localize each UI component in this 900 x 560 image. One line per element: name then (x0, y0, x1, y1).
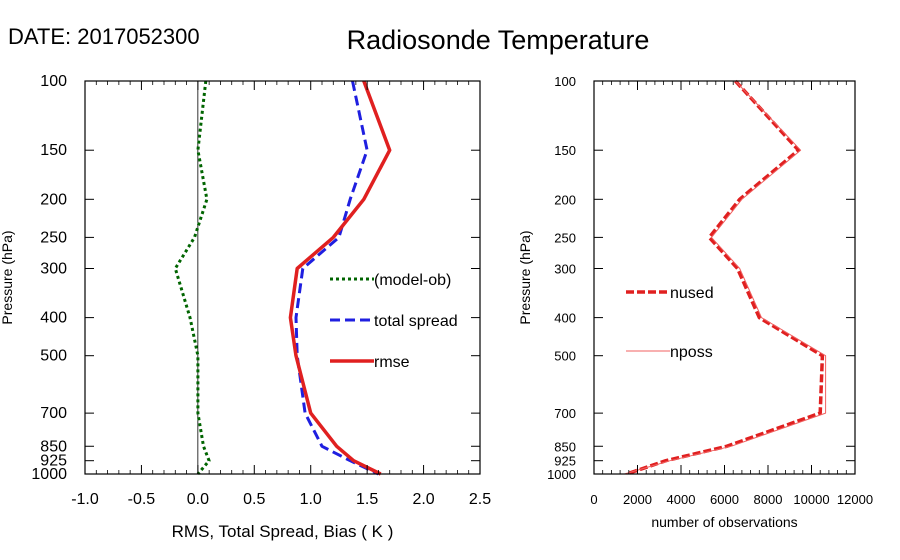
x-tick-label: 1.5 (356, 491, 378, 508)
x-tick-label: 10000 (793, 492, 829, 507)
y-tick-label: 400 (554, 311, 576, 326)
y-tick-label: 700 (40, 405, 67, 422)
x-tick-label: 1.0 (300, 491, 322, 508)
y-tick-label: 200 (40, 191, 67, 208)
x-tick-label: 12000 (837, 492, 873, 507)
y-tick-label: 500 (40, 348, 67, 365)
right-panel: 0 2000 4000 6000 8000 10000 12000 100 150 200 250 3… (517, 74, 873, 530)
y-tick-label: 100 (40, 73, 67, 90)
y-axis-label: Pressure (hPa) (517, 230, 533, 324)
y-tick-label: 100 (554, 74, 576, 89)
y-tick-label: 150 (40, 142, 67, 159)
date-label: DATE: 2017052300 (8, 24, 200, 49)
x-tick-label: 0 (590, 492, 597, 507)
x-axis-label: number of observations (651, 514, 797, 530)
x-tick-label: 2.5 (469, 491, 491, 508)
series-line-rmse (288, 80, 392, 476)
left-panel: -1.0 -0.5 0.0 0.5 1.0 1.5 2.0 2.5 100 150 200 250 30… (0, 73, 491, 541)
y-tick-label: 850 (554, 439, 576, 454)
figure-title: Radiosonde Temperature (347, 25, 650, 55)
legend-label: (model-ob) (374, 272, 451, 289)
y-tick-label: 925 (554, 454, 576, 469)
y-tick-label: 1000 (31, 466, 67, 483)
x-tick-label: 0.5 (243, 491, 265, 508)
y-tick-label: 250 (40, 229, 67, 246)
y-tick-label: 925 (40, 453, 67, 470)
x-tick-label: 0.0 (187, 491, 209, 508)
y-tick-label: 300 (554, 262, 576, 277)
plot-frame (593, 80, 856, 475)
y-tick-label: 150 (554, 143, 576, 158)
legend-label: nused (670, 285, 714, 302)
plot-frame (84, 80, 481, 475)
series-line-nused (626, 79, 825, 476)
y-tick-label: 400 (40, 310, 67, 327)
y-axis-label: Pressure (hPa) (0, 230, 15, 324)
x-axis-label: RMS, Total Spread, Bias ( K ) (172, 522, 394, 541)
series-line-total-spread (294, 80, 380, 476)
x-tick-label: 8000 (754, 492, 783, 507)
legend-label: rmse (374, 354, 410, 371)
legend-label: nposs (670, 344, 713, 361)
y-tick-label: 200 (554, 192, 576, 207)
y-tick-label: 250 (554, 230, 576, 245)
legend-label: total spread (374, 313, 458, 330)
x-tick-label: -0.5 (128, 491, 156, 508)
x-tick-label: 2000 (623, 492, 652, 507)
x-tick-label: 6000 (710, 492, 739, 507)
series-line-nposs (624, 80, 827, 475)
y-tick-label: 300 (40, 261, 67, 278)
y-tick-label: 700 (554, 406, 576, 421)
y-tick-label: 850 (40, 438, 67, 455)
x-tick-label: 2.0 (412, 491, 434, 508)
y-tick-label: 1000 (547, 467, 576, 482)
series-line-model-ob (173, 80, 211, 475)
x-tick-label: -1.0 (71, 491, 99, 508)
x-tick-label: 4000 (667, 492, 696, 507)
y-tick-label: 500 (554, 349, 576, 364)
